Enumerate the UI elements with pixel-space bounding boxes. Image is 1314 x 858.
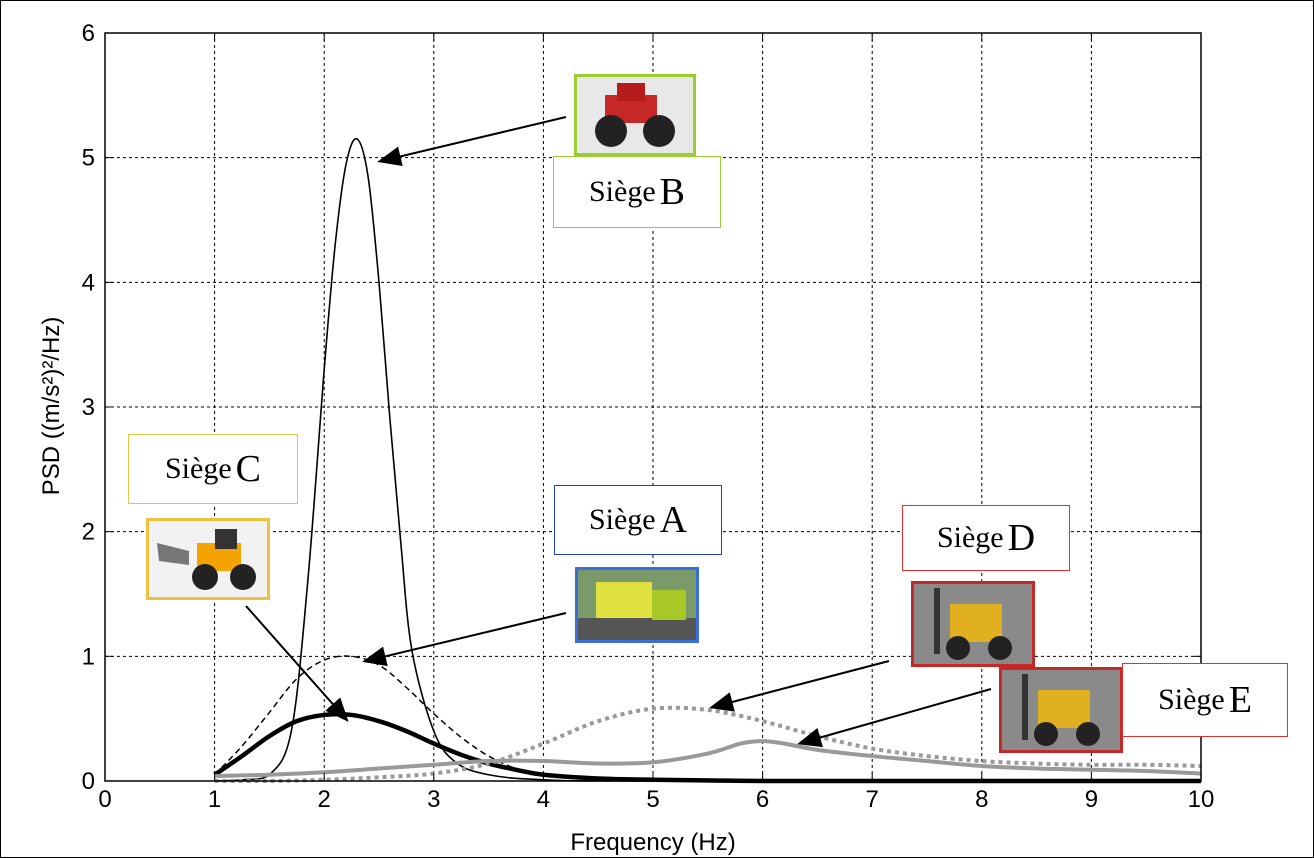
- label-prefix: Siège: [1158, 683, 1225, 716]
- y-axis-label: PSD ((m/s²)²/Hz): [38, 317, 65, 496]
- x-tick-label: 10: [1188, 786, 1215, 813]
- x-tick-label: 5: [646, 786, 659, 813]
- label-siege-d: Siège D: [902, 505, 1070, 571]
- label-siege-e: Siège E: [1122, 663, 1288, 737]
- forklift-icon: [1002, 670, 1120, 750]
- tick-labels: 0 1 2 3 4 5 6 7 8 9 10 0 1 2 3 4 5 6: [82, 20, 1215, 813]
- x-axis-label: Frequency (Hz): [570, 829, 735, 856]
- annotation-arrow: [245, 605, 349, 722]
- annotation-arrow: [377, 116, 567, 167]
- x-tick-label: 4: [537, 786, 550, 813]
- label-prefix: Siège: [588, 175, 656, 208]
- label-siege-a: Siège A: [554, 485, 722, 555]
- truck-icon: [578, 570, 696, 640]
- label-prefix: Siège: [164, 452, 232, 485]
- label-letter: C: [235, 448, 261, 490]
- loader-icon: [149, 521, 267, 597]
- series-line-si-ge-e: [214, 739, 1202, 779]
- label-siege-c: Siège C: [128, 434, 298, 504]
- x-tick-label: 8: [975, 786, 988, 813]
- axes: [104, 32, 1202, 782]
- label-letter: B: [659, 171, 685, 213]
- y-tick-label: 1: [82, 643, 95, 670]
- annotation-arrow: [709, 660, 890, 712]
- y-tick-label: 0: [82, 768, 95, 795]
- x-tick-label: 7: [866, 786, 879, 813]
- forklift-image-d: [911, 581, 1035, 667]
- forklift-icon: [914, 584, 1032, 664]
- label-letter: E: [1228, 679, 1252, 721]
- forklift-image-e: [999, 667, 1123, 753]
- x-tick-label: 0: [98, 786, 111, 813]
- tractor-image: [574, 74, 696, 156]
- tractor-icon: [577, 77, 693, 153]
- x-tick-label: 2: [318, 786, 331, 813]
- x-tick-label: 6: [756, 786, 769, 813]
- y-tick-label: 5: [82, 145, 95, 172]
- x-tick-label: 1: [208, 786, 221, 813]
- loader-image: [146, 518, 270, 600]
- label-letter: A: [659, 499, 688, 541]
- annotation-arrow: [797, 688, 992, 748]
- label-prefix: Siège: [936, 521, 1004, 554]
- x-tick-label: 3: [427, 786, 440, 813]
- truck-image: [575, 567, 699, 643]
- y-tick-label: 6: [82, 20, 95, 47]
- y-tick-label: 2: [82, 519, 95, 546]
- label-siege-b: Siège B: [553, 156, 721, 228]
- label-letter: D: [1007, 517, 1036, 559]
- y-tick-label: 4: [82, 269, 95, 296]
- x-tick-label: 9: [1085, 786, 1098, 813]
- annotation-arrows: [245, 116, 992, 748]
- annotation-arrow: [362, 612, 567, 667]
- y-tick-label: 3: [82, 394, 95, 421]
- label-prefix: Siège: [588, 503, 656, 536]
